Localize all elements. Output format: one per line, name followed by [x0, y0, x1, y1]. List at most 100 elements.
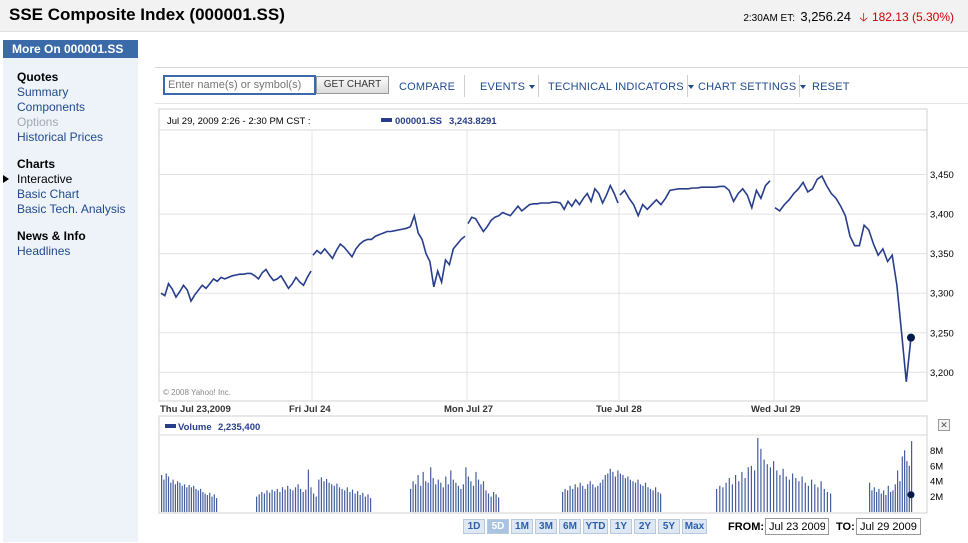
range-button-5d[interactable]: 5D [487, 519, 509, 534]
volume-bar [415, 484, 417, 513]
volume-bar [417, 475, 419, 512]
sidebar-item-headlines[interactable]: Headlines [17, 244, 71, 258]
volume-bar [773, 461, 775, 512]
sidebar-item-summary[interactable]: Summary [17, 85, 69, 99]
volume-bar [364, 496, 366, 512]
compare-button[interactable]: COMPARE [399, 81, 456, 93]
volume-tick-label: 6M [930, 461, 943, 472]
volume-bar [632, 481, 634, 512]
volume-bar [785, 476, 787, 512]
sidebar-item-label: Interactive [17, 172, 73, 186]
volume-tick-label: 8M [930, 446, 943, 457]
price-volume-chart[interactable]: Jul 29, 2009 2:26 - 2:30 PM CST : 000001… [155, 104, 968, 543]
volume-bar [460, 488, 462, 512]
volume-bar [475, 471, 477, 512]
volume-bar [493, 492, 495, 512]
chart-settings-menu[interactable]: CHART SETTINGS [698, 81, 807, 93]
volume-bar [871, 490, 873, 512]
range-button-6m[interactable]: 6M [559, 519, 581, 534]
volume-bar [181, 485, 183, 512]
volume-bar [281, 487, 284, 512]
volume-bar [186, 487, 188, 512]
volume-bar [562, 492, 564, 512]
sidebar-item-basic-chart[interactable]: Basic Chart [17, 187, 80, 201]
last-volume-marker [907, 491, 915, 499]
events-menu[interactable]: EVENTS [480, 81, 536, 93]
from-date-input[interactable] [765, 518, 829, 535]
toolbar-divider [464, 75, 465, 97]
from-label: FROM: [728, 521, 765, 533]
volume-bar [878, 488, 880, 512]
volume-bar [795, 478, 797, 512]
volume-bar [823, 488, 825, 512]
technical-indicators-menu[interactable]: TECHNICAL INDICATORS [548, 81, 694, 93]
volume-bar [607, 473, 609, 512]
range-button-5y[interactable]: 5Y [658, 519, 680, 534]
volume-bar [817, 487, 819, 512]
to-date-input[interactable] [856, 518, 921, 535]
volume-series [161, 438, 915, 513]
y-tick-label: 3,450 [930, 170, 954, 181]
range-button-ytd[interactable]: YTD [583, 519, 608, 534]
legend-symbol: 000001.SS [395, 116, 442, 127]
volume-bar [880, 493, 882, 512]
range-button-1y[interactable]: 1Y [610, 519, 632, 534]
volume-bar [814, 484, 816, 513]
volume-bar [216, 498, 218, 512]
volume-label: Volume [178, 422, 212, 433]
volume-bar [472, 485, 475, 512]
get-chart-button[interactable]: GET CHART [316, 76, 389, 94]
close-volume-button[interactable]: ✕ [938, 419, 950, 431]
volume-bar [425, 481, 427, 512]
volume-bar [597, 485, 599, 512]
volume-bar [430, 467, 432, 512]
volume-bar [256, 496, 258, 512]
range-button-max[interactable]: Max [682, 519, 707, 534]
x-tick-label: Fri Jul 24 [289, 404, 331, 415]
date-axis: Thu Jul 23,2009 Fri Jul 24 Mon Jul 27 Tue J… [160, 404, 800, 415]
volume-bar [747, 467, 749, 512]
volume-bar [287, 485, 289, 512]
sidebar-item-basic-tech-analysis[interactable]: Basic Tech. Analysis [17, 202, 126, 216]
volume-bar [744, 478, 746, 512]
range-button-3m[interactable]: 3M [535, 519, 557, 534]
range-button-1d[interactable]: 1D [463, 519, 485, 534]
nav-group-news: News & Info Headlines [3, 229, 138, 259]
volume-bar [357, 491, 359, 512]
symbol-search-input[interactable] [163, 75, 316, 95]
volume-bar [261, 492, 263, 512]
volume-bar [811, 479, 813, 512]
down-arrow-icon: 🡣 [859, 10, 868, 24]
volume-bar [614, 476, 616, 512]
volume-bar [639, 484, 642, 513]
volume-bar [495, 494, 497, 512]
range-button-2y[interactable]: 2Y [634, 519, 656, 534]
volume-bar [333, 485, 335, 512]
sidebar-item-historical-prices[interactable]: Historical Prices [17, 130, 104, 144]
reset-button[interactable]: RESET [812, 81, 850, 93]
price-line-segment [774, 174, 912, 382]
volume-bar [161, 475, 163, 512]
volume-bar [782, 468, 784, 512]
volume-bar [445, 476, 447, 512]
volume-bar [323, 481, 325, 512]
volume-bar [410, 488, 412, 512]
volume-bar [564, 488, 566, 512]
chevron-down-icon [529, 85, 536, 90]
volume-bar [440, 482, 442, 512]
sidebar-item-options: Options [17, 115, 59, 129]
sidebar-item-components[interactable]: Components [17, 100, 86, 114]
volume-bar [480, 484, 482, 513]
volume-bar [172, 479, 174, 512]
sidebar-item-interactive[interactable]: Interactive [3, 172, 138, 187]
volume-bar [336, 483, 338, 512]
volume-bar [652, 490, 654, 512]
range-button-1m[interactable]: 1M [511, 519, 533, 534]
volume-bar [284, 489, 286, 512]
volume-bar [190, 487, 192, 512]
volume-bar [367, 494, 369, 512]
x-tick-label: Wed Jul 29 [751, 404, 800, 415]
volume-bar [427, 482, 429, 512]
volume-bar [637, 479, 639, 512]
volume-bar [622, 475, 624, 512]
